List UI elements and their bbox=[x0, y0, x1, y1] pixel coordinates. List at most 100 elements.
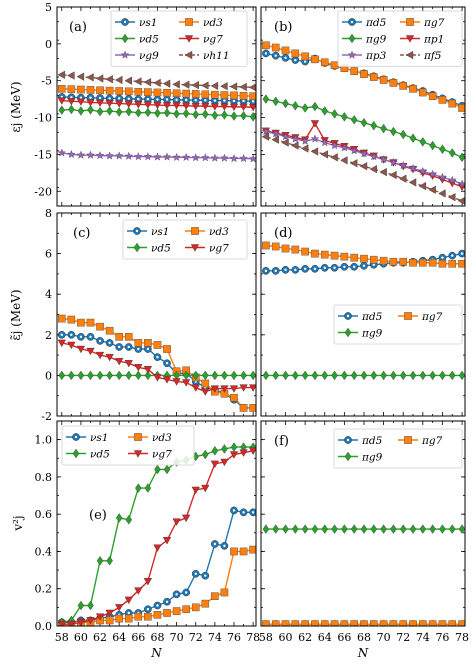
data-point bbox=[292, 370, 299, 381]
data-point bbox=[58, 105, 66, 115]
x-tick-label: 60 bbox=[74, 631, 88, 644]
legend-label: νs1 bbox=[90, 432, 108, 444]
data-point bbox=[291, 49, 300, 58]
data-point bbox=[249, 545, 256, 554]
data-point bbox=[291, 134, 300, 143]
legend-box bbox=[61, 425, 195, 466]
data-point bbox=[144, 345, 152, 353]
data-point bbox=[143, 578, 153, 586]
legend-marker bbox=[184, 35, 194, 43]
data-point bbox=[439, 144, 446, 155]
x-tick-label: 72 bbox=[396, 631, 410, 644]
data-point bbox=[341, 112, 348, 122]
data-point bbox=[320, 138, 329, 147]
data-point bbox=[458, 104, 465, 112]
data-point bbox=[311, 101, 319, 112]
y-tick-label: 0.6 bbox=[35, 508, 53, 521]
data-point bbox=[310, 134, 320, 143]
x-tick-label: 78 bbox=[246, 631, 260, 644]
legend-label: πg9 bbox=[361, 452, 383, 464]
data-point bbox=[248, 384, 256, 392]
data-point bbox=[419, 370, 427, 381]
x-tick-label: 62 bbox=[298, 631, 312, 644]
legend-label: νd3 bbox=[209, 226, 229, 238]
data-point bbox=[182, 514, 191, 523]
legend: νs1 νd3 νd5 νg7 bbox=[122, 219, 248, 260]
legend-marker bbox=[348, 18, 356, 26]
data-point bbox=[86, 99, 95, 107]
data-point bbox=[220, 588, 229, 597]
legend-label: νs1 bbox=[151, 226, 169, 238]
data-point bbox=[399, 620, 408, 626]
data-point bbox=[68, 104, 75, 115]
data-point bbox=[67, 149, 76, 158]
data-point bbox=[201, 484, 210, 493]
data-point bbox=[248, 104, 256, 112]
data-point bbox=[418, 181, 427, 191]
data-point bbox=[163, 108, 171, 118]
data-point bbox=[262, 524, 270, 534]
data-point bbox=[271, 620, 280, 626]
data-point bbox=[429, 524, 436, 534]
legend-marker bbox=[133, 242, 141, 253]
data-point bbox=[172, 89, 181, 98]
data-point bbox=[76, 72, 85, 81]
data-point bbox=[211, 370, 219, 381]
legend-marker bbox=[405, 50, 414, 60]
data-point bbox=[230, 547, 238, 556]
data-point bbox=[229, 385, 239, 393]
data-point bbox=[301, 620, 309, 626]
data-point bbox=[105, 339, 114, 347]
data-point bbox=[239, 404, 248, 412]
data-point bbox=[271, 242, 280, 251]
data-point bbox=[115, 370, 123, 381]
data-point bbox=[77, 85, 85, 94]
data-point bbox=[271, 51, 280, 60]
data-point bbox=[95, 74, 104, 83]
legend-label: πp3 bbox=[365, 50, 387, 62]
data-point bbox=[77, 600, 85, 611]
data-point bbox=[57, 330, 66, 339]
legend-box bbox=[333, 428, 463, 469]
x-axis-label: N bbox=[357, 646, 369, 660]
data-point bbox=[360, 117, 368, 128]
data-point bbox=[87, 370, 94, 381]
data-point bbox=[124, 76, 132, 85]
legend-marker bbox=[133, 227, 141, 235]
x-tick-label: 64 bbox=[112, 631, 126, 644]
data-point bbox=[311, 524, 319, 534]
data-point bbox=[262, 620, 270, 626]
data-point bbox=[301, 524, 309, 534]
data-point bbox=[360, 370, 368, 381]
series-group bbox=[261, 41, 465, 205]
data-point bbox=[67, 315, 76, 324]
data-point bbox=[359, 149, 369, 158]
data-point bbox=[311, 249, 319, 258]
data-point bbox=[311, 620, 319, 626]
legend-marker bbox=[184, 50, 193, 60]
data-point bbox=[350, 370, 358, 381]
data-point bbox=[248, 447, 256, 456]
data-point bbox=[239, 547, 248, 556]
data-point bbox=[419, 258, 427, 267]
legend-box bbox=[333, 304, 463, 345]
data-point bbox=[67, 330, 76, 339]
data-point bbox=[271, 43, 280, 52]
data-point bbox=[340, 252, 349, 261]
data-point bbox=[172, 607, 181, 615]
data-point bbox=[389, 170, 397, 180]
data-point bbox=[331, 524, 338, 534]
y-tick-label: 6 bbox=[45, 248, 52, 261]
panel-tag: (e) bbox=[89, 508, 107, 523]
legend-label: πd5 bbox=[361, 435, 383, 447]
axes-frame bbox=[56, 6, 257, 207]
data-point bbox=[389, 158, 398, 167]
data-point bbox=[182, 89, 190, 98]
data-point bbox=[144, 339, 152, 347]
y-axis-label: v²j bbox=[11, 515, 25, 531]
legend-label: νd5 bbox=[90, 449, 110, 461]
y-tick-label: 0.4 bbox=[35, 545, 53, 558]
panel-tag: (d) bbox=[274, 226, 292, 241]
data-point bbox=[144, 95, 152, 103]
data-point bbox=[114, 75, 123, 85]
